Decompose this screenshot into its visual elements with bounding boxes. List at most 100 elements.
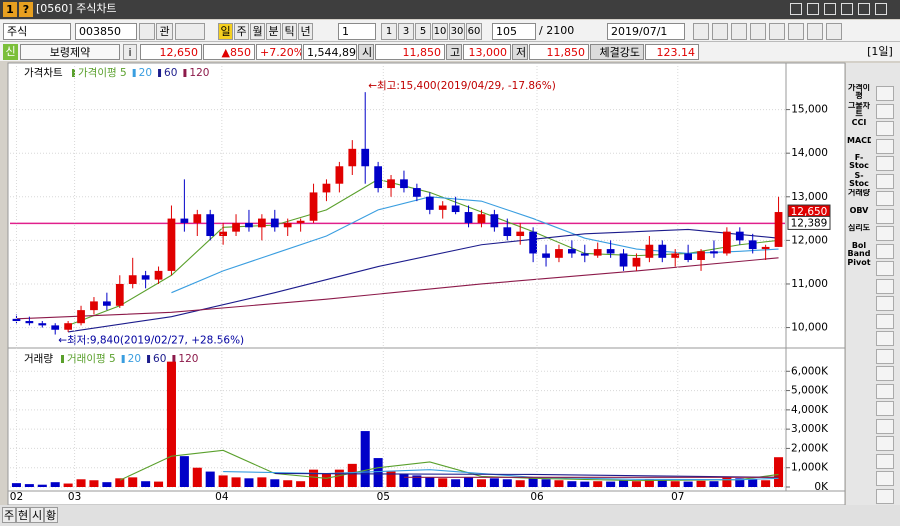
tool-button[interactable] [693,23,709,40]
window-button[interactable] [807,3,819,15]
side-icon[interactable] [876,348,894,364]
side-icon[interactable] [876,296,894,311]
interval-button[interactable]: 10 [432,23,448,40]
side-icon[interactable] [876,243,894,259]
side-icon[interactable] [876,471,894,486]
bottom-tab[interactable]: 주 [2,507,16,523]
tool-button[interactable] [826,23,842,40]
side-icon[interactable] [876,278,894,294]
interval-button[interactable]: 3 [398,23,414,40]
side-icon[interactable] [876,366,894,381]
side-tool[interactable]: 그물차트 [847,101,871,118]
side-tool[interactable]: CCI [851,119,867,127]
volume-bar [541,479,551,487]
bottom-tab[interactable]: 시 [30,507,44,523]
side-tool[interactable]: 심리도 [847,224,871,232]
window-button[interactable] [875,3,887,15]
tool-button[interactable] [769,23,785,40]
info-button[interactable]: i [123,44,137,60]
volume-bar [735,478,745,487]
volume-bar [386,471,396,487]
period-button[interactable]: 분 [266,23,281,40]
period-button[interactable]: 주 [234,23,249,40]
tool-button[interactable] [731,23,747,40]
window-button[interactable] [790,3,802,15]
side-icon[interactable] [876,261,894,276]
side-icon[interactable] [876,401,894,416]
candle-body [322,183,331,193]
bottom-tab[interactable]: 황 [44,507,58,523]
code-input[interactable]: 003850 [75,23,137,40]
count-input[interactable]: 105 [492,23,536,40]
price: 12,650 [140,44,202,60]
tool-button[interactable] [712,23,728,40]
side-icon[interactable] [876,436,894,451]
tool-button[interactable] [750,23,766,40]
volume-bar [657,480,667,487]
date-input[interactable]: 2019/07/1 [607,23,685,40]
interval-input[interactable]: 1 [338,23,376,40]
period-button[interactable]: 월 [250,23,265,40]
side-icon[interactable] [876,418,894,434]
side-tool[interactable]: Bol Band [847,241,871,258]
side-icon[interactable] [876,173,894,189]
volume-bar [593,481,603,487]
side-icon[interactable] [876,313,894,329]
side-icon[interactable] [876,121,894,136]
period-button[interactable]: 년 [298,23,313,40]
period-button[interactable]: 틱 [282,23,297,40]
side-icon[interactable] [876,156,894,171]
side-tool[interactable]: S-Stoc [849,171,869,188]
y-tick-label: 0K [814,481,829,493]
candle-body [451,205,460,213]
side-tool[interactable]: F-Stoc [849,154,869,170]
interval-button[interactable]: 60 [466,23,482,40]
legend-swatch [132,69,136,77]
period-button[interactable]: 일 [218,23,233,40]
volume-bar [438,478,448,487]
side-icon[interactable] [876,488,894,504]
candle-body [387,179,395,189]
volume-bar [257,477,267,487]
y-tick-label: 15,000 [791,104,828,116]
side-icon[interactable] [876,453,894,469]
volume-bar [722,477,732,487]
side-icon[interactable] [876,191,894,206]
bottom-tab[interactable]: 현 [16,507,30,523]
side-icon[interactable] [876,86,894,101]
side-icon[interactable] [876,103,894,119]
tool-button[interactable] [788,23,804,40]
candle-body [710,251,718,254]
window-button[interactable] [824,3,836,15]
interval-button[interactable]: 30 [449,23,465,40]
side-tool[interactable]: 거래량 [847,189,871,197]
side-icon[interactable] [876,331,894,346]
side-tool[interactable]: MACD [847,136,871,145]
new-badge: 신 [3,44,18,60]
market-select[interactable]: 주식 [3,23,71,40]
window-button[interactable] [841,3,853,15]
side-tool[interactable]: 가격이평 [847,84,871,100]
window-button[interactable] [858,3,870,15]
volume-bar [321,473,331,487]
strength: 123.14 [645,44,699,60]
side-icon[interactable] [876,226,894,241]
volume-bar [166,361,176,487]
legend-item: 120 [189,67,209,79]
side-tool[interactable]: OBV [849,206,869,215]
interval-button[interactable]: 1 [381,23,397,40]
search-button[interactable] [139,23,155,40]
candle-body [723,231,731,254]
arrow-button[interactable] [175,23,205,40]
search-button[interactable]: 관 [156,23,173,40]
annotation: ←최저:9,840(2019/02/27, +28.56%) [58,335,244,347]
side-icon[interactable] [876,208,894,224]
side-icon[interactable] [876,383,894,399]
volume-bar [309,469,319,487]
interval-button[interactable]: 5 [415,23,431,40]
side-tool[interactable]: Pivot [847,259,871,267]
tool-button[interactable] [807,23,823,40]
legend-item: 20 [128,353,141,365]
side-icon[interactable] [876,138,894,154]
volume-bar [683,481,693,487]
